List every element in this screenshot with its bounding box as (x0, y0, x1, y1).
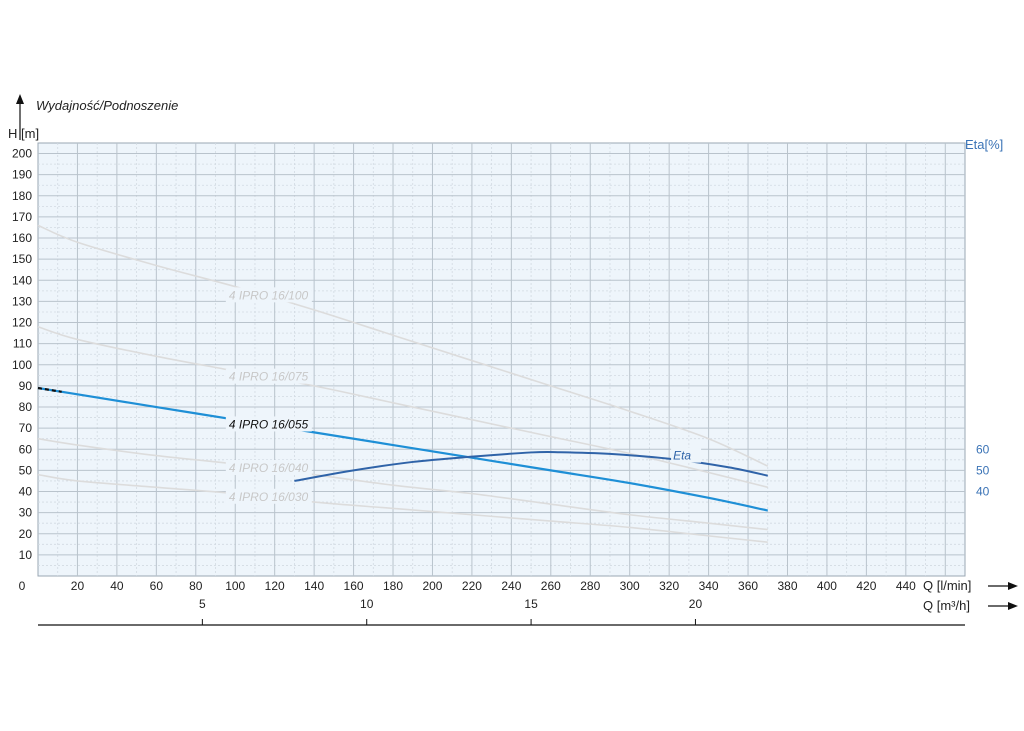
series-label-bg (225, 488, 312, 504)
y-tick-label: 190 (12, 168, 32, 182)
x-tick-label: 60 (150, 579, 164, 593)
series-line (37, 325, 768, 489)
y-tick-label: 70 (19, 421, 33, 435)
y-tick-label: 60 (19, 442, 33, 456)
y-tick-label: 130 (12, 294, 32, 308)
x2-tick-label: 20 (689, 597, 703, 611)
grid-major (38, 143, 965, 576)
y-axis-arrow-icon (16, 94, 24, 104)
x-axis-ticks: 0 20 40 60 80 100 120 140 160 180 200 220 240 260 280 3… (19, 579, 917, 593)
y-right-tick-label: 60 (976, 442, 990, 456)
series-label: 4 IPRO 16/075 (229, 370, 309, 384)
x-tick-label: 360 (738, 579, 758, 593)
series-label: 4 IPRO 16/030 (229, 490, 309, 504)
grid-minor (38, 143, 965, 576)
x-tick-label: 440 (896, 579, 916, 593)
y-tick-label: 10 (19, 548, 33, 562)
x-tick-label: 340 (699, 579, 719, 593)
y-tick-label: 200 (12, 147, 32, 161)
series-line (37, 224, 769, 467)
series-label: 4 IPRO 16/055 (229, 417, 309, 431)
y-tick-label: 50 (19, 463, 33, 477)
series-label: 4 IPRO 16/100 (229, 288, 309, 302)
pump-curves: 4 IPRO 16/100 4 IPRO 16/075 4 IPRO 16/040 4… (37, 224, 769, 544)
y-tick-label: 30 (19, 506, 33, 520)
y-right-tick-label: 50 (976, 463, 990, 477)
y-tick-label: 90 (19, 379, 33, 393)
y-right-tick-label: 40 (976, 485, 990, 499)
y-tick-label: 20 (19, 527, 33, 541)
x-tick-label: 160 (344, 579, 364, 593)
x-tick-label: 0 (19, 579, 26, 593)
series-label-bg (225, 368, 312, 384)
x-tick-label: 280 (580, 579, 600, 593)
x2-axis-label: Q [m³/h] (923, 598, 970, 613)
x-tick-label: 100 (225, 579, 245, 593)
y-tick-label: 80 (19, 400, 33, 414)
x-tick-label: 420 (856, 579, 876, 593)
x-tick-label: 140 (304, 579, 324, 593)
x-tick-label: 180 (383, 579, 403, 593)
eta-label: Eta (673, 449, 691, 463)
x-tick-label: 240 (501, 579, 521, 593)
x-tick-label: 300 (620, 579, 640, 593)
x-tick-label: 380 (777, 579, 797, 593)
x2-axis-arrow-icon (1008, 602, 1018, 610)
series-label-bg (225, 460, 312, 476)
y-tick-label: 140 (12, 273, 32, 287)
y-right-axis-label: Eta[%] (965, 137, 1003, 152)
y-axis-label: H [m] (8, 126, 39, 141)
x-tick-label: 400 (817, 579, 837, 593)
x2-tick-label: 15 (524, 597, 538, 611)
x2-axis-ticks: 5 10 15 20 (199, 597, 702, 625)
x-axis-label: Q [l/min] (923, 578, 971, 593)
y-tick-label: 170 (12, 210, 32, 224)
eta-line (294, 450, 768, 482)
plot-background (37, 142, 966, 577)
x-tick-label: 20 (71, 579, 85, 593)
x2-tick-label: 10 (360, 597, 374, 611)
series-line-extension (37, 386, 62, 393)
x-tick-label: 320 (659, 579, 679, 593)
y-right-axis-ticks: 40 50 60 (976, 442, 990, 498)
y-tick-label: 180 (12, 189, 32, 203)
series-line (37, 437, 768, 531)
eta-label-bg (671, 447, 702, 463)
x-tick-label: 220 (462, 579, 482, 593)
eta-curve-group: Eta (294, 447, 768, 482)
series-line (37, 386, 768, 512)
x-tick-label: 260 (541, 579, 561, 593)
x-tick-label: 40 (110, 579, 124, 593)
y-tick-label: 150 (12, 252, 32, 266)
y-tick-label: 160 (12, 231, 32, 245)
series-label: 4 IPRO 16/040 (229, 461, 309, 475)
chart-title: Wydajność/Podnoszenie (36, 98, 178, 113)
series-label-bg (225, 416, 312, 432)
series-label-bg (225, 287, 312, 303)
y-tick-label: 40 (19, 485, 33, 499)
x-tick-label: 120 (265, 579, 285, 593)
series-line (37, 473, 768, 544)
x2-tick-label: 5 (199, 597, 206, 611)
x-tick-label: 80 (189, 579, 203, 593)
y-tick-label: 110 (13, 337, 32, 351)
y-axis-ticks: 10 20 30 40 50 60 70 80 90 100 110 120 130 140 150 160 1… (12, 147, 32, 562)
x-axis-arrow-icon (1008, 582, 1018, 590)
y-tick-label: 120 (12, 316, 32, 330)
x-tick-label: 200 (422, 579, 442, 593)
y-tick-label: 100 (12, 358, 32, 372)
